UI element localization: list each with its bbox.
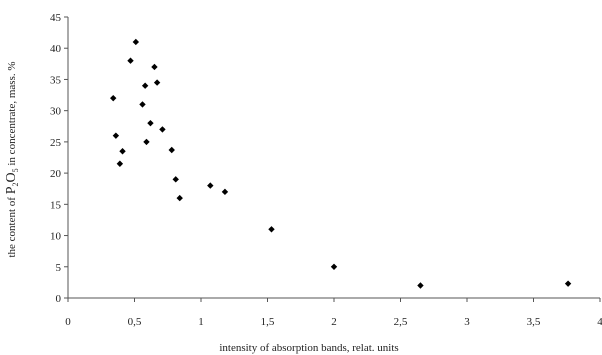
data-points bbox=[110, 38, 572, 289]
y-axis-title: the content of P2O5 in concentrate, mass… bbox=[4, 61, 20, 257]
data-point bbox=[112, 132, 120, 139]
data-point bbox=[153, 79, 161, 86]
x-tick-label: 1 bbox=[198, 316, 204, 328]
data-point bbox=[221, 188, 229, 196]
y-tick-label: 45 bbox=[50, 12, 62, 24]
y-axis-title-formula-o: O bbox=[4, 172, 19, 182]
data-point bbox=[417, 282, 424, 289]
y-tick-label: 40 bbox=[50, 43, 62, 55]
x-axis-ticks: 0 0,5 1 1,5 2 2,5 3 3,5 4 bbox=[65, 298, 602, 328]
x-tick-label: 3,5 bbox=[527, 316, 541, 328]
data-point bbox=[116, 160, 124, 167]
data-point bbox=[119, 148, 126, 155]
data-point bbox=[147, 119, 154, 127]
data-point bbox=[159, 126, 166, 133]
x-tick-label: 4 bbox=[597, 316, 602, 328]
x-tick-label: 2 bbox=[331, 316, 337, 328]
x-tick-label: 1,5 bbox=[261, 316, 275, 328]
x-tick-label: 0 bbox=[65, 316, 71, 328]
y-axis-title-formula-p: P bbox=[4, 186, 19, 194]
data-point bbox=[132, 38, 140, 46]
data-point bbox=[168, 146, 175, 154]
data-point bbox=[564, 280, 572, 287]
y-tick-label: 30 bbox=[50, 106, 62, 118]
y-axis-title-suffix: in concentrate, mass. % bbox=[6, 61, 18, 168]
x-axis-title: intensity of absorption bands, relat. un… bbox=[219, 342, 398, 354]
data-point bbox=[330, 263, 338, 270]
y-axis-title-formula-p-sub: 2 bbox=[11, 183, 20, 187]
y-axis-title-formula-o-sub: 5 bbox=[11, 168, 20, 172]
x-tick-label: 3 bbox=[464, 316, 470, 328]
y-tick-label: 5 bbox=[56, 262, 62, 274]
y-tick-label: 15 bbox=[50, 199, 62, 211]
data-point bbox=[143, 138, 150, 146]
y-axis-title-prefix: the content of bbox=[6, 194, 18, 257]
data-point bbox=[139, 101, 146, 108]
data-point bbox=[268, 226, 275, 233]
data-point bbox=[127, 57, 134, 64]
y-tick-label: 35 bbox=[50, 74, 62, 86]
data-point bbox=[151, 63, 158, 71]
data-point bbox=[172, 176, 179, 183]
y-tick-label: 25 bbox=[50, 137, 62, 149]
x-tick-label: 2,5 bbox=[394, 316, 408, 328]
y-tick-label: 0 bbox=[56, 293, 62, 305]
data-point bbox=[176, 194, 183, 202]
x-tick-label: 0,5 bbox=[128, 316, 142, 328]
y-axis-ticks: 0 5 10 15 20 25 30 35 40 45 bbox=[50, 12, 68, 305]
y-tick-label: 10 bbox=[50, 231, 62, 243]
data-point bbox=[207, 182, 214, 189]
y-tick-label: 20 bbox=[50, 168, 62, 180]
data-point bbox=[110, 94, 117, 102]
data-point bbox=[141, 82, 149, 89]
